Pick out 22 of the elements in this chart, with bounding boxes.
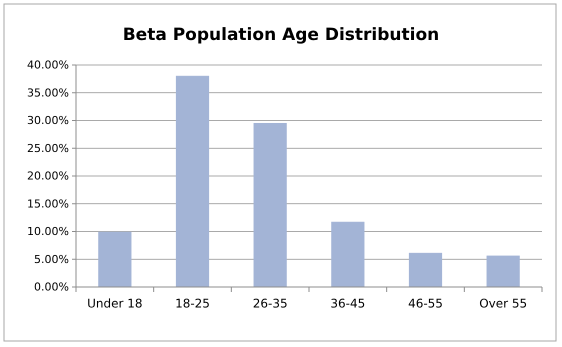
chart-title: Beta Population Age Distribution (122, 25, 440, 45)
y-tick-label: 5.00% (34, 252, 69, 266)
bar (176, 76, 210, 288)
bar (331, 222, 364, 288)
bar (408, 252, 442, 288)
x-tick-label: 26-35 (252, 296, 288, 311)
y-tick-label: 30.00% (27, 114, 69, 128)
x-tick-label: Over 55 (479, 296, 528, 311)
x-tick-label: 18-25 (175, 296, 210, 311)
y-tick-label: 25.00% (27, 142, 69, 155)
bar (486, 256, 520, 288)
y-tick-label: 15.00% (27, 197, 69, 210)
y-tick-label: 20.00% (27, 170, 69, 183)
y-tick-label: 10.00% (27, 225, 69, 238)
x-tick-label: Under 18 (87, 296, 143, 311)
y-tick-label: 35.00% (27, 86, 69, 100)
bar (254, 122, 287, 288)
x-tick-label: 36-45 (330, 296, 366, 311)
x-tick-label: 46-55 (408, 296, 443, 311)
bar (98, 232, 132, 288)
y-tick-label: 40.00% (27, 58, 69, 72)
y-tick-label: 0.00% (34, 280, 69, 294)
